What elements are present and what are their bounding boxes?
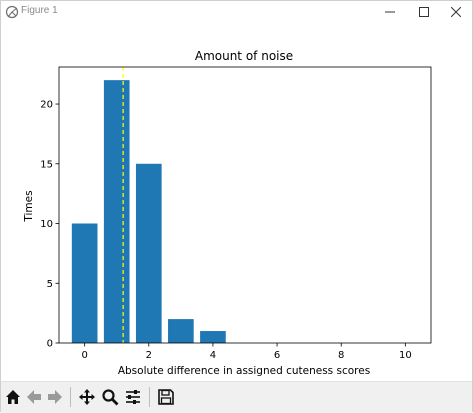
navigation-toolbar bbox=[1, 381, 472, 413]
x-tick-label: 10 bbox=[399, 350, 412, 361]
axes-frame bbox=[58, 66, 432, 344]
save-icon[interactable] bbox=[156, 387, 176, 407]
bar-0 bbox=[71, 223, 98, 343]
toolbar-separator bbox=[149, 387, 150, 407]
pan-icon[interactable] bbox=[77, 387, 97, 407]
back-arrow-icon[interactable] bbox=[24, 387, 44, 407]
x-tick-label: 2 bbox=[146, 350, 152, 361]
y-tick-label: 10 bbox=[40, 219, 53, 230]
x-tick-label: 0 bbox=[81, 350, 87, 361]
chart-title: Amount of noise bbox=[195, 49, 293, 63]
figure-canvas[interactable]: Amount of noise 0 2 4 6 8 10 0 5 10 15 20 Absolut… bbox=[1, 23, 472, 381]
y-tick-label: 5 bbox=[47, 279, 53, 290]
bar-2 bbox=[135, 163, 162, 343]
x-tick-label: 6 bbox=[274, 350, 280, 361]
y-tick-label: 15 bbox=[40, 159, 53, 170]
minimize-icon[interactable] bbox=[373, 1, 407, 23]
window-title: Figure 1 bbox=[21, 5, 58, 16]
title-bar: Figure 1 bbox=[1, 1, 472, 23]
bar-chart: Amount of noise 0 2 4 6 8 10 0 5 10 15 20 Absolut… bbox=[23, 49, 432, 377]
x-axis-label: Absolute difference in assigned cuteness… bbox=[118, 365, 370, 377]
maximize-icon[interactable] bbox=[407, 1, 441, 23]
bar-3 bbox=[168, 319, 194, 343]
y-axis-label: Times bbox=[23, 190, 35, 222]
close-icon[interactable] bbox=[439, 1, 473, 23]
bar-1 bbox=[103, 80, 130, 343]
toolbar-separator bbox=[70, 387, 71, 407]
app-icon bbox=[5, 4, 19, 19]
y-tick-label: 0 bbox=[47, 339, 53, 350]
bar-4 bbox=[200, 331, 226, 343]
zoom-icon[interactable] bbox=[100, 387, 120, 407]
x-tick-label: 4 bbox=[210, 350, 216, 361]
configure-subplots-icon[interactable] bbox=[123, 387, 143, 407]
forward-arrow-icon[interactable] bbox=[45, 387, 65, 407]
home-icon[interactable] bbox=[3, 387, 23, 407]
y-tick-label: 20 bbox=[40, 100, 53, 111]
x-tick-label: 8 bbox=[338, 350, 344, 361]
